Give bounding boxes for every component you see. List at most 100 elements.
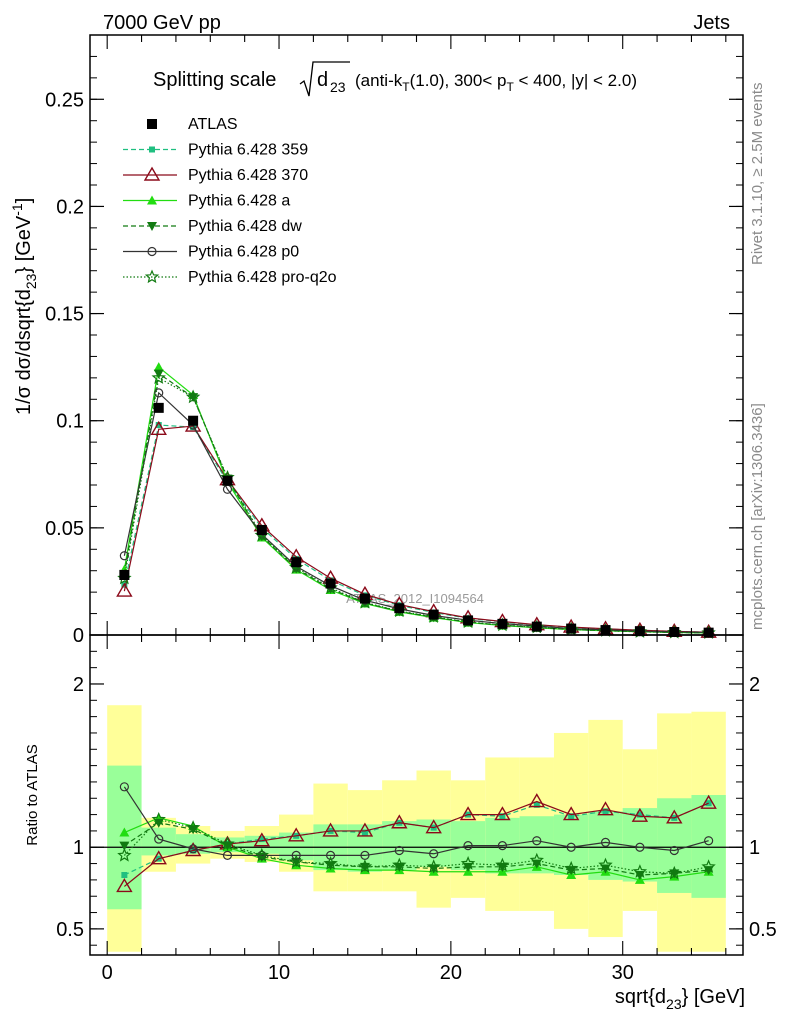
band-inner-bin — [622, 808, 658, 882]
ratio-point-pythia-6-428-p0 — [497, 841, 508, 851]
data-point-atlas — [394, 603, 405, 614]
legend: ATLAS Pythia 6.428 359 Pythia 6.428 370 Pyt… — [123, 116, 337, 286]
main-series-layer — [116, 362, 717, 639]
ratio-point-pythia-6-428-370 — [425, 819, 442, 834]
ratio-point-pythia-6-428-p0 — [429, 849, 439, 859]
ratio-point-pythia-6-428-p0 — [704, 836, 714, 846]
band-inner-bin — [244, 835, 280, 854]
legend-label: Pythia 6.428 pro-q2o — [188, 269, 337, 286]
ratio-point-pythia-6-428-pro-q2o — [357, 859, 373, 874]
ratio-point-pythia-6-428-p0 — [635, 842, 645, 852]
ratio-point-pythia-6-428-359 — [361, 829, 368, 836]
legend-item-pythia-6-428-370: Pythia 6.428 370 — [123, 166, 308, 184]
ratio-point-pythia-6-428-p0 — [394, 845, 404, 856]
main-point-pythia-6-428-dw — [153, 369, 164, 379]
y-tick-label: 0.05 — [45, 518, 84, 540]
ratio-point-pythia-6-428-p0 — [600, 837, 611, 847]
legend-label: Pythia 6.428 dw — [188, 218, 302, 235]
y-tick-label-right: 1 — [749, 837, 760, 859]
data-point-atlas — [497, 618, 508, 629]
main-point-pythia-6-428-pro-q2o — [185, 389, 201, 404]
data-point-atlas — [222, 475, 233, 486]
ratio-point-pythia-6-428-pro-q2o — [701, 859, 716, 874]
main-point-pythia-6-428-359 — [155, 422, 162, 428]
main-point-pythia-6-428-a — [153, 362, 164, 372]
main-point-pythia-6-428-370 — [116, 582, 133, 597]
main-point-pythia-6-428-p0 — [119, 551, 129, 561]
ratio-point-pythia-6-428-370 — [391, 814, 408, 829]
band-inner-bin — [691, 795, 726, 898]
main-frame: 0 0.05 0.1 0.15 0.2 0.25 — [45, 34, 744, 647]
y-tick-label-right: 0.5 — [749, 919, 777, 941]
ratio-point-pythia-6-428-pro-q2o — [185, 820, 201, 834]
main-point-pythia-6-428-370 — [150, 420, 167, 435]
ratio-point-pythia-6-428-p0 — [325, 850, 336, 861]
ratio-point-pythia-6-428-370 — [287, 827, 305, 842]
x-tick-label: 0 — [102, 962, 113, 984]
y-tick-label: 0.2 — [56, 196, 84, 218]
y-tick-label: 0.25 — [45, 89, 84, 111]
ratio-series-layer — [116, 782, 717, 893]
ratio-point-pythia-6-428-359 — [121, 872, 128, 878]
legend-marker — [147, 246, 157, 257]
legend-label: Pythia 6.428 p0 — [188, 244, 299, 261]
ratio-point-pythia-6-428-pro-q2o — [460, 856, 476, 870]
legend-item-pythia-6-428-a: Pythia 6.428 a — [123, 193, 290, 210]
legend-label: Pythia 6.428 370 — [188, 167, 308, 184]
legend-label: Pythia 6.428 359 — [188, 142, 308, 159]
ratio-point-pythia-6-428-359 — [258, 836, 265, 843]
data-point-atlas — [669, 627, 680, 637]
legend-marker — [143, 166, 161, 181]
title-kinematics: (anti-kT(1.0), 300< pT < 400, |y| < 2.0) — [355, 71, 637, 94]
title-d-symbol: d — [317, 69, 328, 91]
ratio-point-pythia-6-428-p0 — [463, 841, 473, 851]
ratio-point-pythia-6-428-370 — [116, 878, 133, 893]
ratio-point-pythia-6-428-370 — [253, 832, 271, 847]
ratio-point-pythia-6-428-370 — [150, 850, 167, 865]
legend-item-pythia-6-428-dw: Pythia 6.428 dw — [123, 218, 302, 235]
ratio-point-pythia-6-428-pro-q2o — [254, 847, 269, 862]
ratio-point-pythia-6-428-pro-q2o — [667, 865, 682, 880]
chart-title: Splitting scale d 23 (anti-kT(1.0), 300<… — [153, 61, 637, 97]
ratio-line-pythia-6-428-p0 — [123, 786, 709, 857]
ratio-point-pythia-6-428-pro-q2o — [632, 864, 648, 878]
ratio-point-pythia-6-428-p0 — [119, 782, 129, 792]
legend-marker — [147, 222, 157, 231]
legend-item-pythia-6-428-p0: Pythia 6.428 p0 — [123, 244, 299, 261]
data-point-atlas — [566, 623, 577, 634]
data-point-atlas — [119, 570, 130, 580]
main-y-axis-label: 1/σ dσ/dsqrt{d23} [GeV-1] — [9, 198, 39, 415]
ratio-point-pythia-6-428-pro-q2o — [117, 847, 132, 862]
data-point-atlas — [359, 593, 370, 604]
y-tick-label: 0.5 — [56, 919, 84, 941]
data-point-atlas — [428, 609, 439, 620]
y-tick-label: 0.15 — [45, 304, 84, 326]
x-tick-label: 30 — [612, 962, 634, 984]
legend-label: ATLAS — [188, 116, 238, 133]
ratio-point-pythia-6-428-pro-q2o — [495, 857, 510, 872]
data-point-atlas — [256, 525, 267, 535]
ratio-line-pythia-6-428-dw — [124, 822, 709, 876]
ratio-point-pythia-6-428-pro-q2o — [529, 852, 544, 867]
y-tick-label: 1 — [73, 837, 84, 859]
data-point-atlas — [703, 627, 714, 638]
analysis-watermark: ATLAS_2012_I1094564 — [346, 591, 484, 606]
legend-marker — [147, 119, 157, 129]
main-line-pythia-6-428-pro-q2o — [123, 376, 709, 634]
ratio-point-pythia-6-428-370 — [322, 822, 339, 837]
ratio-point-pythia-6-428-p0 — [154, 834, 164, 844]
ratio-point-pythia-6-428-pro-q2o — [220, 836, 235, 851]
legend-label: Pythia 6.428 a — [188, 193, 290, 210]
data-point-atlas — [531, 621, 542, 632]
y-tick-label-right: 2 — [749, 674, 760, 696]
main-line-pythia-6-428-359 — [123, 424, 709, 633]
ratio-point-pythia-6-428-p0 — [291, 850, 301, 861]
x-tick-label: 10 — [268, 962, 290, 984]
data-point-atlas — [153, 402, 164, 413]
mcplots-reference-label: mcplots.cern.ch [arXiv:1306.3436] — [749, 403, 766, 630]
ratio-point-pythia-6-428-370 — [631, 807, 649, 822]
ratio-point-pythia-6-428-pro-q2o — [564, 860, 579, 875]
ratio-point-pythia-6-428-p0 — [566, 842, 576, 852]
y-tick-label: 0 — [73, 625, 84, 647]
